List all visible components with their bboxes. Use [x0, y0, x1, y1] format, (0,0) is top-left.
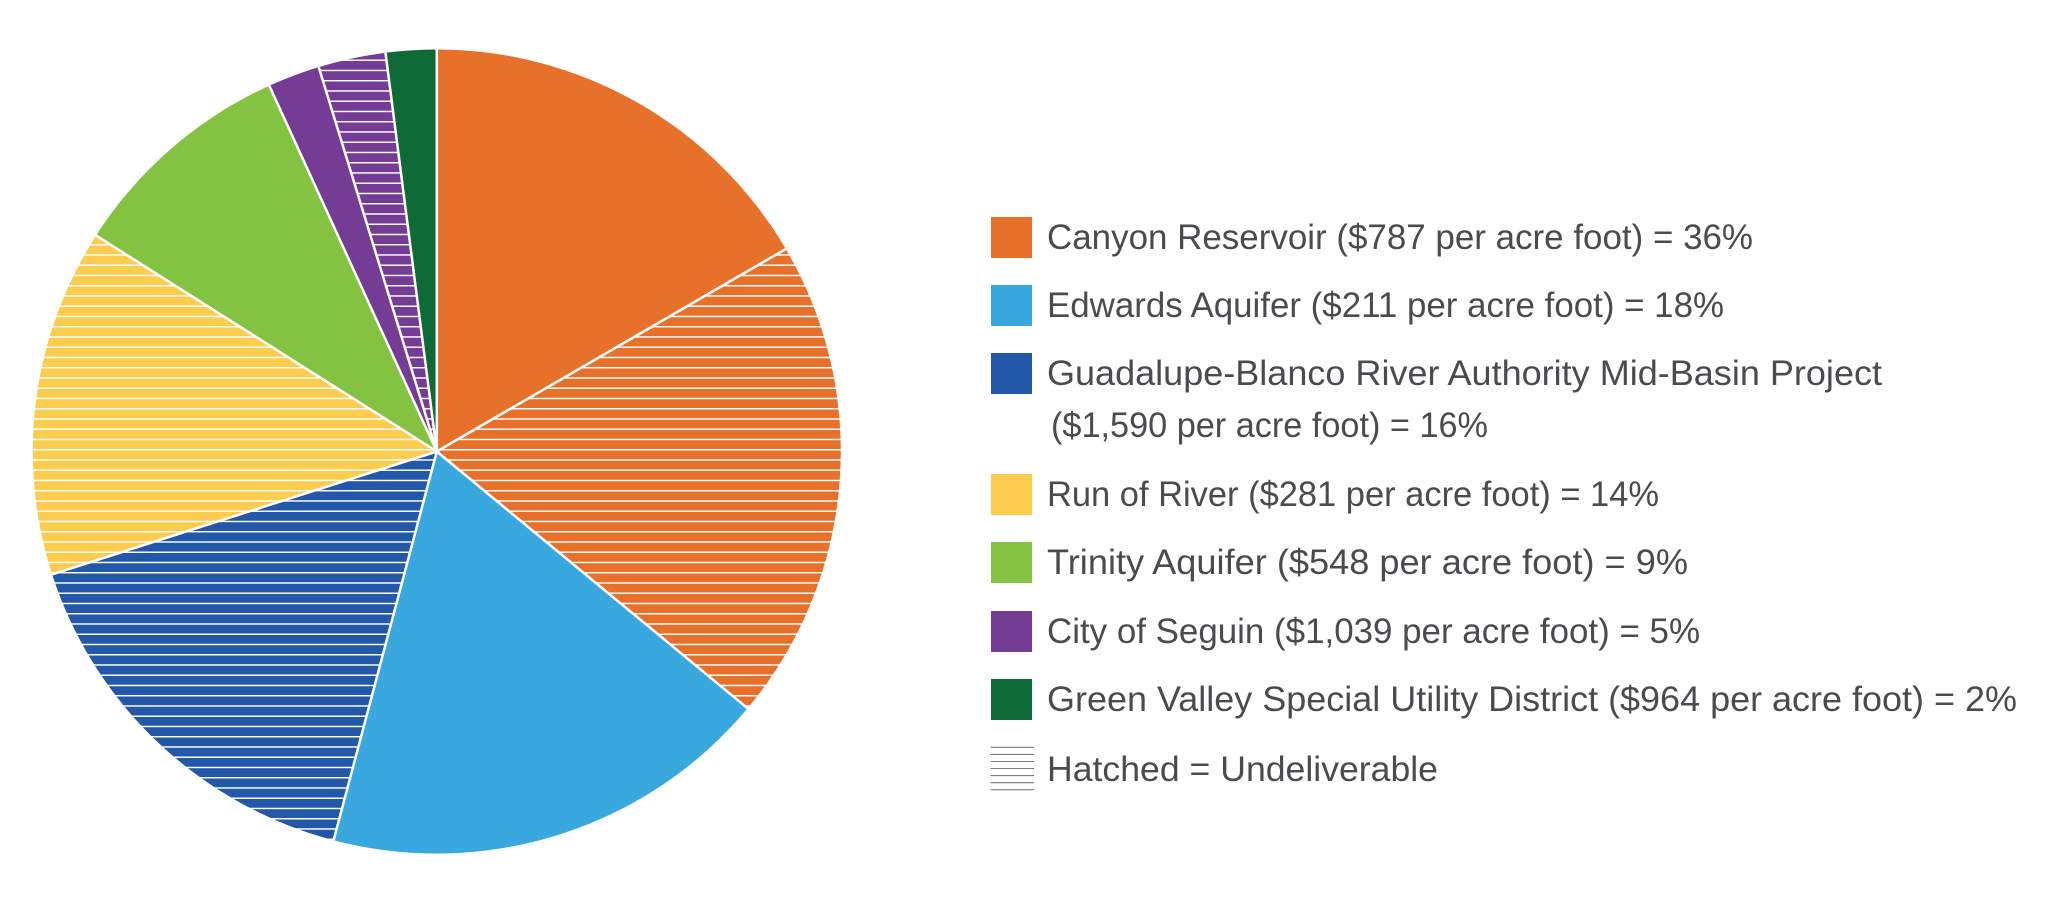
svg-text:Run of River ($281 per acre fo: Run of River ($281 per acre foot) = 14%: [1047, 474, 1659, 514]
svg-text:($1,590 per acre foot) = 16%: ($1,590 per acre foot) = 16%: [1051, 405, 1488, 445]
svg-text:Edwards Aquifer ($211 per acre: Edwards Aquifer ($211 per acre foot) = 1…: [1047, 285, 1724, 325]
svg-text:Guadalupe-Blanco River Authori: Guadalupe-Blanco River Authority Mid-Bas…: [1047, 353, 1882, 393]
svg-text:Hatched = Undeliverable: Hatched = Undeliverable: [1047, 749, 1438, 789]
svg-text:Green Valley Special Utility D: Green Valley Special Utility District ($…: [1047, 679, 2017, 719]
svg-text:Trinity Aquifer ($548 per acre: Trinity Aquifer ($548 per acre foot) = 9…: [1047, 542, 1688, 582]
svg-text:City of Seguin ($1,039 per acr: City of Seguin ($1,039 per acre foot) = …: [1047, 611, 1700, 651]
svg-text:Canyon Reservoir ($787 per acr: Canyon Reservoir ($787 per acre foot) = …: [1047, 217, 1753, 257]
